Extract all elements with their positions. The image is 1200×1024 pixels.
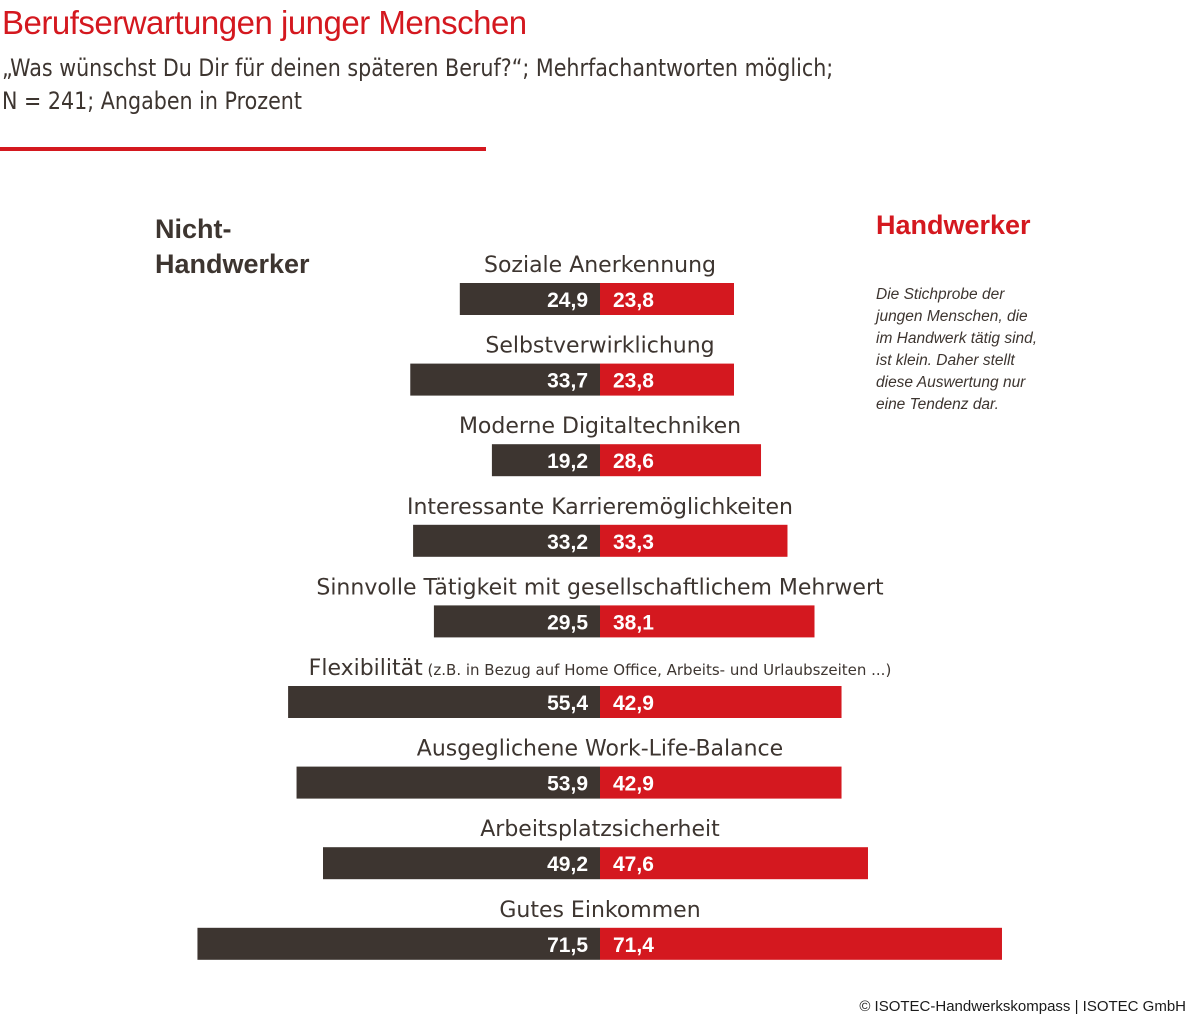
value-label-nicht-handwerker: 19,2 — [547, 450, 588, 473]
value-label-nicht-handwerker: 33,2 — [547, 531, 588, 554]
subtitle-line-2: N = 241; Angaben in Prozent — [2, 87, 302, 115]
value-label-nicht-handwerker: 24,9 — [547, 289, 588, 312]
bar-nicht-handwerker — [197, 927, 600, 960]
value-label-nicht-handwerker: 29,5 — [547, 611, 588, 634]
value-label-handwerker: 71,4 — [613, 934, 654, 957]
bar-nicht-handwerker — [433, 605, 600, 638]
bar-handwerker — [600, 444, 762, 477]
bar-handwerker — [600, 847, 868, 880]
bar-nicht-handwerker — [323, 847, 600, 880]
bar-handwerker — [600, 605, 815, 638]
bar-handwerker — [600, 283, 734, 315]
value-label-nicht-handwerker: 71,5 — [547, 934, 588, 957]
value-label-nicht-handwerker: 49,2 — [547, 853, 588, 876]
category-name: Selbstverwirklichung — [485, 334, 714, 359]
bar-handwerker — [600, 524, 788, 557]
category-name: Arbeitsplatzsicherheit — [480, 817, 720, 842]
sample-note: Die Stichprobe der jungen Menschen, die … — [876, 286, 1038, 413]
value-label-handwerker: 33,3 — [613, 531, 654, 554]
bar-nicht-handwerker — [410, 363, 600, 396]
copyright-footer: © ISOTEC-Handwerkskompass | ISOTEC GmbH — [859, 998, 1186, 1015]
category-label: Sinnvolle Tätigkeit mit gesellschaftlich… — [316, 575, 884, 600]
category-label: Gutes Einkommen — [499, 898, 700, 923]
value-label-handwerker: 42,9 — [613, 692, 654, 715]
bar-handwerker — [600, 766, 842, 799]
bar-handwerker — [600, 363, 734, 396]
category-note: (z.B. in Bezug auf Home Office, Arbeits-… — [423, 661, 892, 679]
value-label-handwerker: 23,8 — [613, 289, 654, 312]
category-name: Flexibilität — [309, 656, 423, 681]
category-label: Interessante Karrieremöglichkeiten — [407, 495, 793, 520]
value-label-nicht-handwerker: 53,9 — [547, 773, 588, 796]
subtitle-line-1: „Was wünschst Du Dir für deinen späteren… — [2, 54, 834, 82]
category-label: Flexibilität (z.B. in Bezug auf Home Off… — [309, 656, 892, 681]
category-label: Moderne Digitaltechniken — [459, 414, 741, 439]
bar-nicht-handwerker — [288, 686, 600, 718]
chart-subtitle: „Was wünschst Du Dir für deinen späteren… — [2, 52, 833, 118]
title-divider — [0, 147, 486, 151]
right-series-heading: Handwerker — [876, 210, 1031, 240]
bar-nicht-handwerker — [459, 283, 600, 315]
left-heading-line-1: Nicht- — [155, 214, 232, 244]
value-label-handwerker: 47,6 — [613, 853, 654, 876]
category-label: Ausgeglichene Work-Life-Balance — [417, 737, 783, 762]
category-label: Arbeitsplatzsicherheit — [480, 817, 720, 842]
value-label-nicht-handwerker: 33,7 — [547, 370, 588, 393]
value-label-nicht-handwerker: 55,4 — [547, 692, 588, 715]
value-label-handwerker: 23,8 — [613, 370, 654, 393]
bar-nicht-handwerker — [296, 766, 600, 799]
value-label-handwerker: 42,9 — [613, 773, 654, 796]
value-label-handwerker: 28,6 — [613, 450, 654, 473]
category-name: Soziale Anerkennung — [484, 253, 716, 278]
bar-handwerker — [600, 927, 1002, 960]
value-label-handwerker: 38,1 — [613, 611, 654, 634]
category-name: Sinnvolle Tätigkeit mit gesellschaftlich… — [316, 575, 884, 600]
category-name: Gutes Einkommen — [499, 898, 700, 923]
category-label: Selbstverwirklichung — [485, 334, 714, 359]
category-label: Soziale Anerkennung — [484, 253, 716, 278]
bar-handwerker — [600, 686, 842, 718]
chart-title: Berufserwartungen junger Menschen — [2, 4, 527, 41]
left-series-heading: Nicht- Handwerker — [155, 212, 310, 282]
category-name: Moderne Digitaltechniken — [459, 414, 741, 439]
left-heading-line-2: Handwerker — [155, 249, 310, 279]
category-name: Ausgeglichene Work-Life-Balance — [417, 737, 783, 762]
bar-nicht-handwerker — [491, 444, 600, 477]
category-name: Interessante Karrieremöglichkeiten — [407, 495, 793, 520]
bar-nicht-handwerker — [413, 524, 600, 557]
